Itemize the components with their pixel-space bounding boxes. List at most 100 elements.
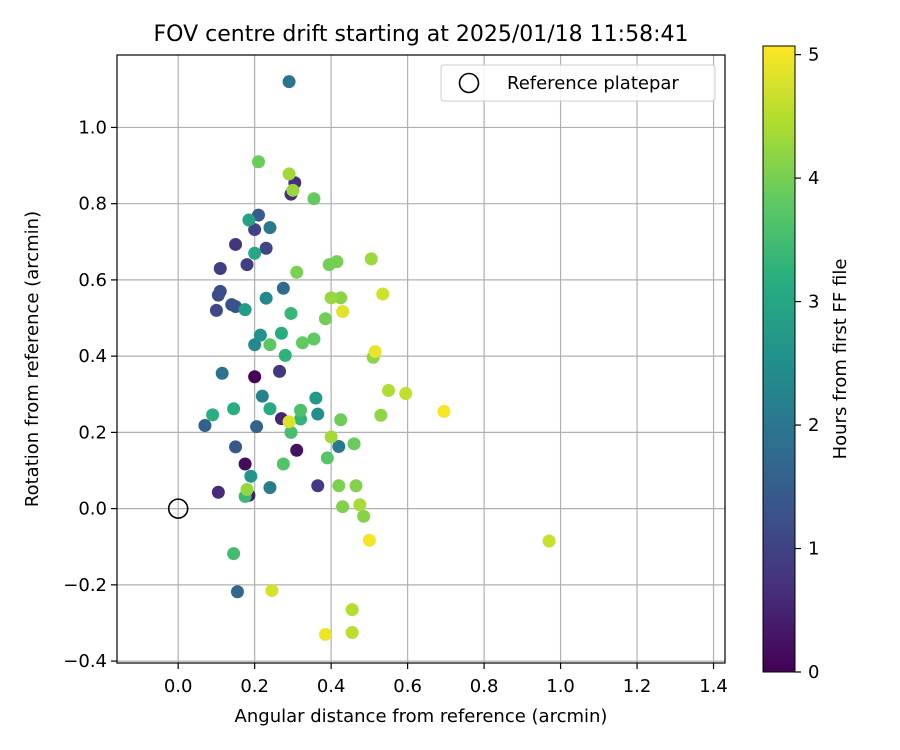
data-point: [295, 336, 309, 350]
data-point: [282, 75, 296, 89]
data-point: [240, 258, 254, 272]
data-point: [248, 370, 262, 384]
data-point: [248, 223, 262, 237]
data-point: [251, 155, 265, 169]
y-axis-label: Rotation from reference (arcmin): [22, 211, 43, 507]
data-point: [242, 213, 256, 227]
data-point: [282, 415, 296, 429]
x-tick-label: 0.2: [240, 676, 269, 697]
data-point: [229, 440, 243, 454]
data-point: [278, 348, 292, 362]
data-point: [276, 281, 290, 295]
data-point: [345, 626, 359, 640]
data-point: [294, 403, 308, 417]
data-point: [330, 255, 344, 269]
data-point: [276, 457, 290, 471]
colorbar-tick-label: 5: [808, 45, 819, 66]
data-point: [324, 430, 338, 444]
data-point: [238, 457, 252, 471]
colorbar-ticks: 0 1 2 3 4 5: [795, 45, 819, 683]
data-point: [437, 404, 451, 418]
data-point: [273, 364, 287, 378]
data-point: [250, 420, 264, 434]
data-point: [376, 287, 390, 301]
data-point: [332, 439, 346, 453]
x-tick-label: 0.6: [393, 676, 422, 697]
x-tick-label: 1.0: [546, 676, 575, 697]
data-point: [248, 246, 262, 260]
data-point: [364, 252, 378, 266]
y-tick-label: −0.2: [63, 575, 107, 596]
data-point: [357, 509, 371, 523]
data-point: [324, 291, 338, 305]
data-point: [251, 208, 265, 222]
y-tick-label: 0.4: [78, 346, 107, 367]
data-point: [244, 469, 258, 483]
data-point: [284, 306, 298, 320]
colorbar-gradient: [762, 45, 796, 673]
colorbar-tick-label: 2: [808, 415, 819, 436]
data-point: [213, 261, 227, 275]
data-point: [213, 284, 227, 298]
data-point: [206, 408, 220, 422]
colorbar-tick-label: 3: [808, 292, 819, 313]
data-point: [248, 338, 262, 352]
data-point: [320, 451, 334, 465]
data-point: [263, 221, 277, 235]
y-tick-label: 0.2: [78, 422, 107, 443]
data-point: [284, 425, 298, 439]
y-tick-label: 1.0: [78, 117, 107, 138]
legend-marker: [458, 72, 480, 94]
data-point: [282, 167, 296, 181]
colorbar-label: Hours from first FF file: [830, 259, 851, 460]
data-point: [227, 547, 241, 561]
data-point: [309, 391, 323, 405]
data-point: [286, 183, 300, 197]
data-point: [311, 407, 325, 421]
data-point: [353, 498, 367, 512]
data-points: [198, 75, 556, 641]
x-tick-label: 0.8: [470, 676, 499, 697]
data-point: [238, 303, 252, 317]
grid-lines: [117, 55, 725, 663]
data-point: [290, 265, 304, 279]
data-point: [227, 402, 241, 416]
colorbar-tick-label: 0: [808, 662, 819, 683]
x-tick-label: 0.4: [317, 676, 346, 697]
data-point: [211, 485, 225, 499]
data-point: [542, 534, 556, 548]
y-tick-label: −0.4: [63, 651, 107, 672]
data-point: [230, 585, 244, 599]
legend-box: [440, 64, 716, 102]
data-point: [265, 584, 279, 598]
data-point: [318, 627, 332, 641]
data-point: [307, 332, 321, 346]
data-point: [336, 305, 350, 319]
data-point: [374, 408, 388, 422]
data-point: [311, 479, 325, 493]
data-point: [347, 437, 361, 451]
data-point: [381, 383, 395, 397]
data-point: [399, 386, 413, 400]
data-point: [318, 312, 332, 326]
legend-label: Reference platepar: [507, 73, 679, 94]
data-point: [253, 328, 267, 342]
data-point: [215, 366, 229, 380]
colorbar: 0 1 2 3 4 5 Hours from first FF file: [762, 45, 851, 683]
data-point: [334, 291, 348, 305]
data-point: [209, 303, 223, 317]
y-axis-ticks: −0.4 −0.2 0.0 0.2 0.4 0.6 0.8 1.0: [63, 117, 117, 672]
y-tick-label: 0.8: [78, 194, 107, 215]
colorbar-tick-label: 1: [808, 539, 819, 560]
data-point: [240, 483, 254, 497]
y-tick-label: 0.6: [78, 270, 107, 291]
data-point: [349, 479, 363, 493]
data-point: [290, 443, 304, 457]
y-tick-label: 0.0: [78, 499, 107, 520]
plot-frame: [116, 54, 726, 664]
data-point: [274, 326, 288, 340]
data-point: [336, 500, 350, 514]
data-point: [255, 389, 269, 403]
x-axis-ticks: 0.0 0.2 0.4 0.6 0.8 1.0 1.2 1.4: [164, 663, 728, 697]
